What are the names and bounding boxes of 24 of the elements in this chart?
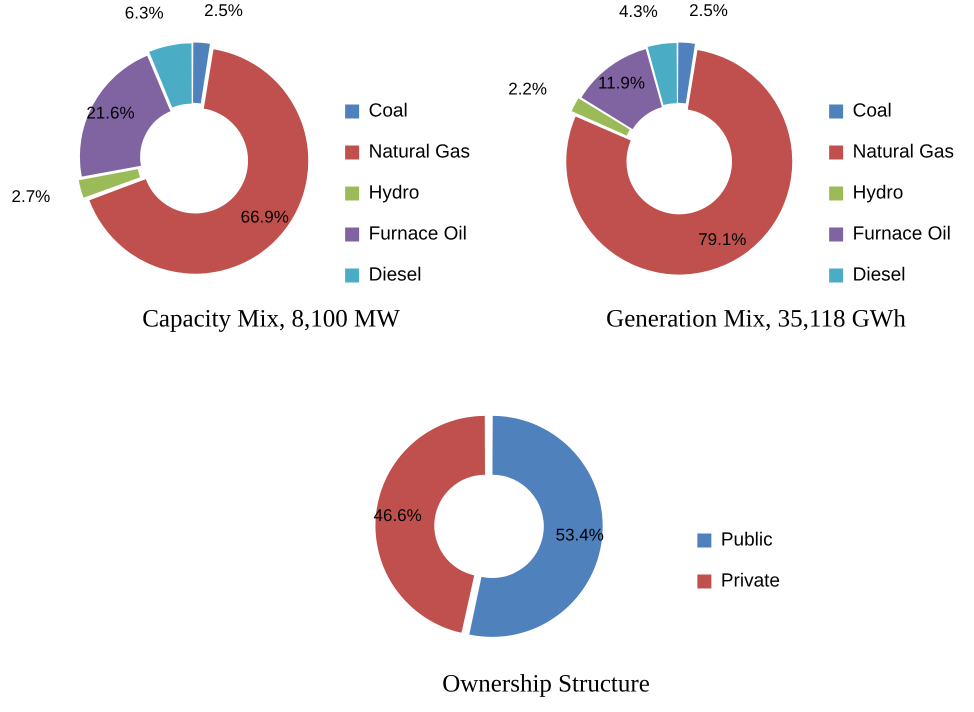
legend-label: Hydro (852, 182, 904, 204)
data-label: 2.5% (689, 1, 728, 20)
legend-label: Furnace Oil (368, 224, 467, 245)
legend-label: Public (720, 530, 773, 551)
legend-label: Hydro (368, 182, 420, 204)
text: Generation Mix, 35,118 GWh (606, 306, 906, 333)
data-label: 2.2% (508, 80, 547, 99)
legend-label: Natural Gas (852, 142, 954, 163)
data-label: 6.3% (124, 4, 164, 23)
data-label: 79.1% (698, 230, 746, 250)
data-label: 11.9% (598, 74, 645, 93)
legend-label: Diesel (368, 264, 422, 286)
legend-label: Natural Gas (368, 142, 470, 163)
data-label: 2.5% (204, 1, 243, 20)
legend-label: Private (720, 570, 780, 592)
legend-label: Furnace Oil (852, 224, 951, 245)
legend-label: Diesel (852, 264, 906, 286)
legend-label: Coal (368, 100, 408, 122)
text: Ownership Structure (442, 670, 650, 698)
data-label: 2.7% (12, 187, 50, 206)
data-label: 4.3% (618, 2, 658, 22)
data-label: 66.9% (240, 207, 289, 226)
text: Capacity Mix, 8,100 MW (142, 306, 400, 333)
legend-label: Coal (852, 100, 892, 122)
